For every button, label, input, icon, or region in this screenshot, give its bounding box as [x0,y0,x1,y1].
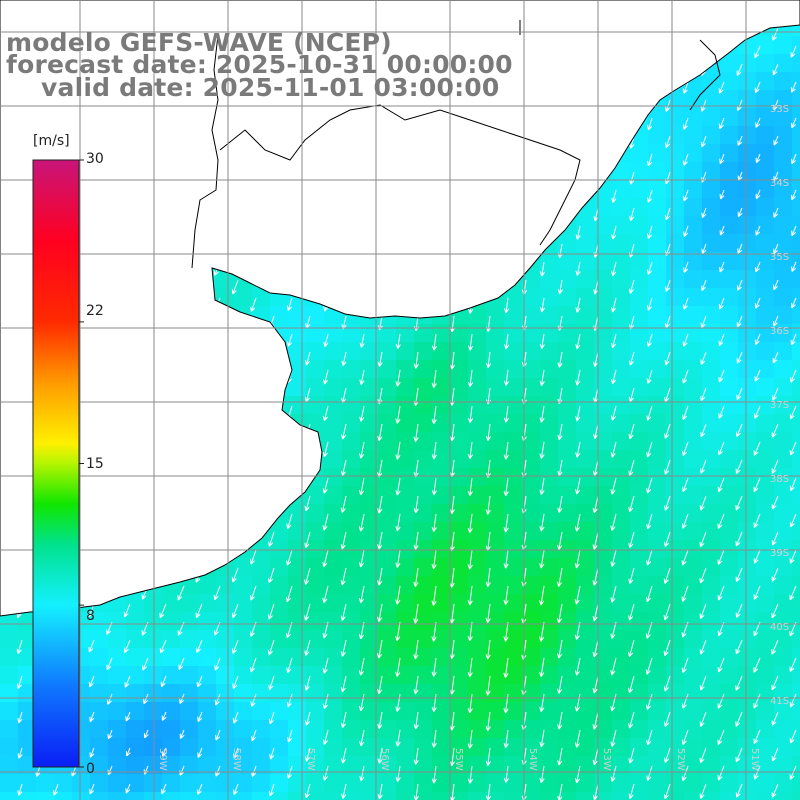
lat-label: 38S [770,474,789,485]
lon-label: 59W [157,748,168,771]
lat-label: 35S [770,252,789,263]
colorbar [32,159,80,768]
map-title-valid-date: valid date: 2025-11-01 03:00:00 [41,73,500,102]
lat-label: 33S [770,104,789,115]
landmass [0,0,800,617]
borders [191,20,721,269]
colorbar-tick-8: 8 [86,608,95,624]
colorbar-tick-30: 30 [86,151,104,167]
map-title-forecast-date: forecast date: 2025-10-31 00:00:00 [6,50,513,79]
lat-label: 39S [770,548,789,559]
lat-label: 36S [770,326,789,337]
lon-label: 56W [379,748,390,771]
lat-label: 41S [770,696,789,707]
lon-label: 54W [527,748,538,771]
lon-label: 53W [601,748,612,771]
map-title-model: modelo GEFS-WAVE (NCEP) [6,28,392,57]
lat-label: 40S [770,622,789,633]
colorbar-tick-22: 22 [86,303,104,319]
lon-label: 51W [749,748,760,771]
colorbar-unit-label: [m/s] [33,133,70,149]
lat-label: 37S [770,400,789,411]
lon-label: 57W [305,748,316,771]
lat-label: 34S [770,178,789,189]
lon-label: 58W [231,748,242,771]
lon-label: 55W [453,748,464,771]
lon-label: 52W [675,748,686,771]
colorbar-tick-15: 15 [86,456,104,472]
colorbar-tick-0: 0 [86,761,95,777]
